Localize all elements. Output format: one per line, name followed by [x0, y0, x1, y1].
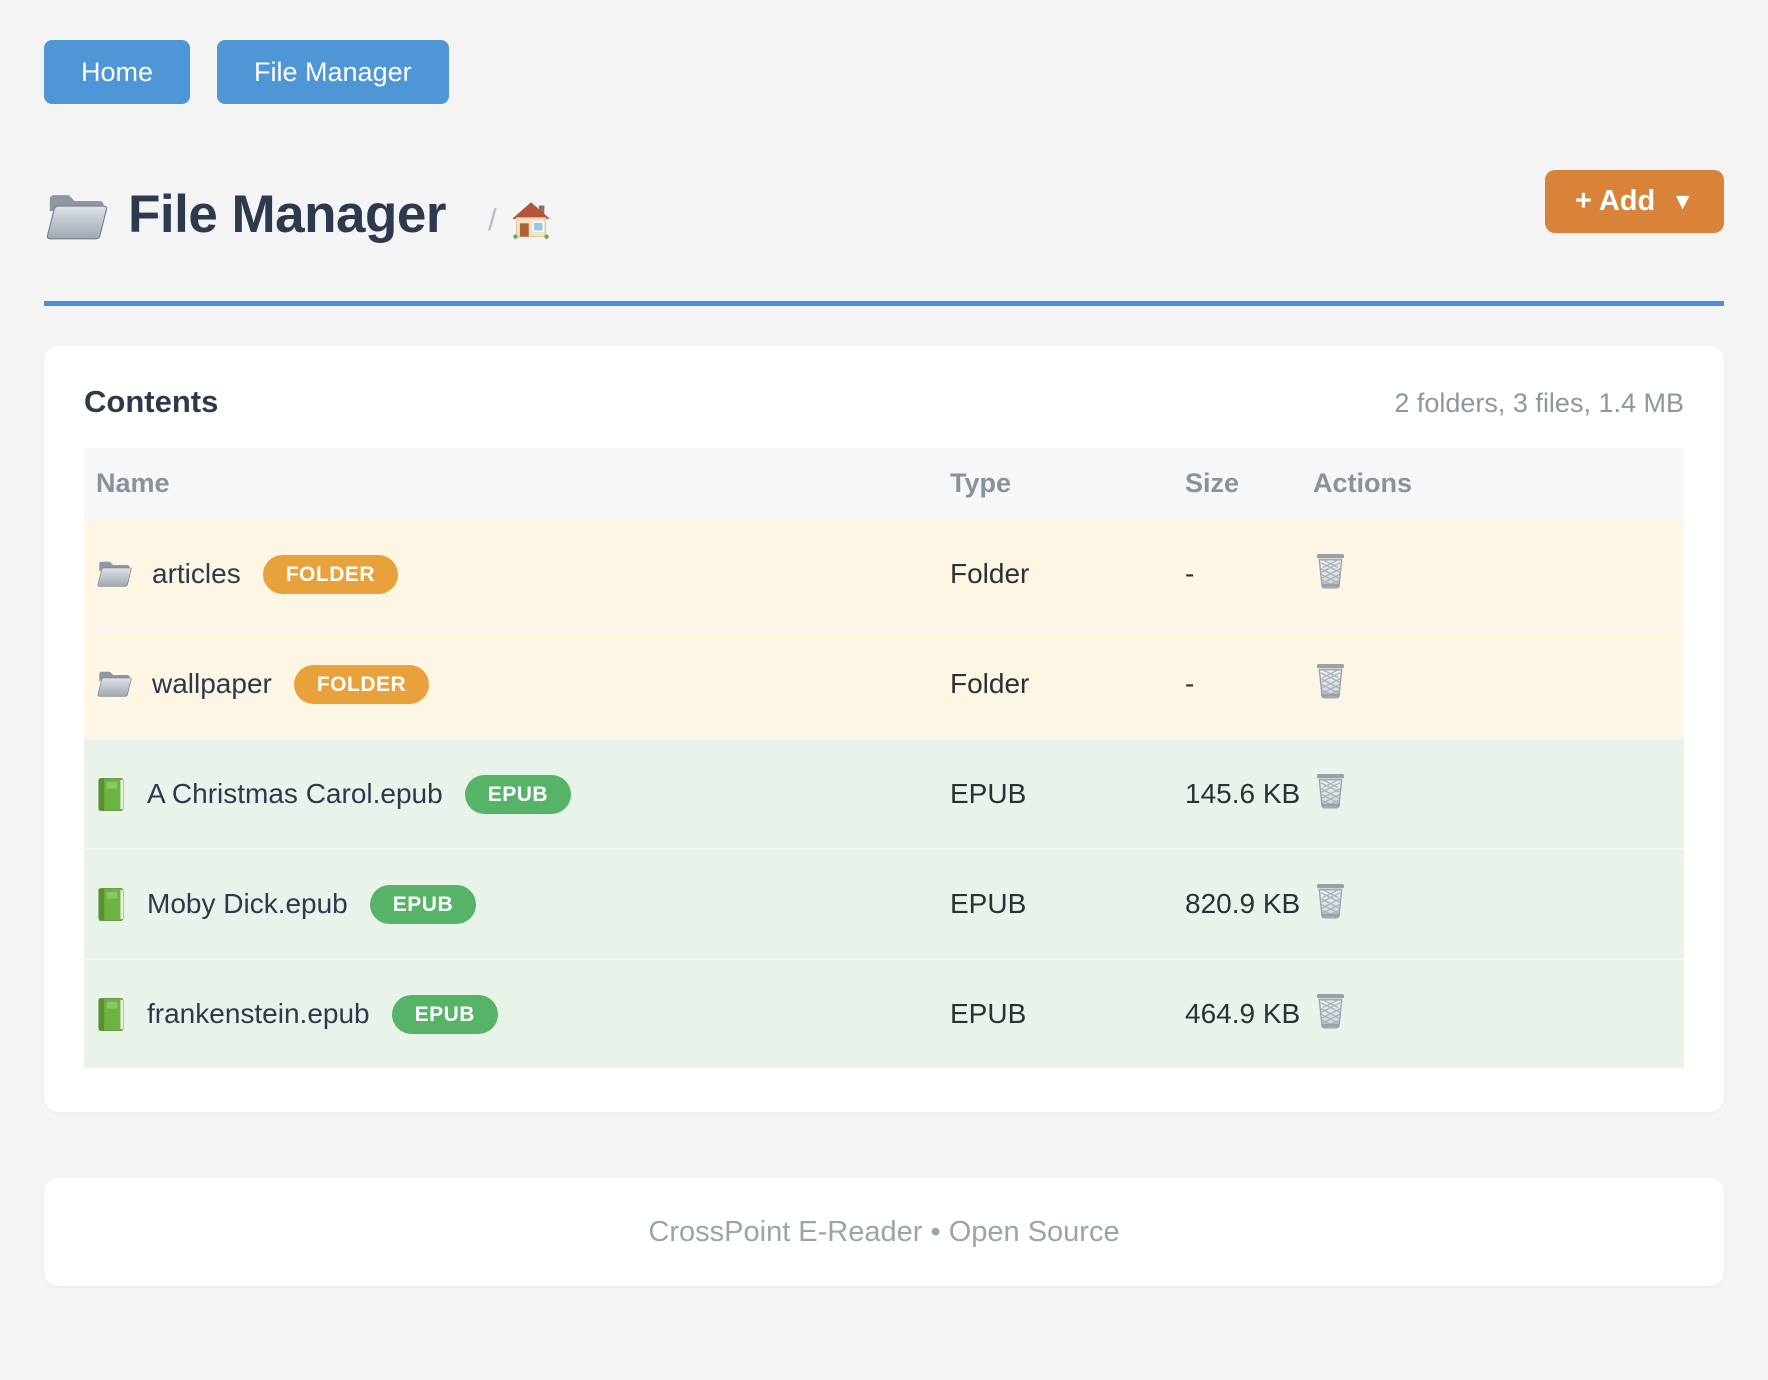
table-row[interactable]: articles FOLDER Folder - [84, 518, 1684, 628]
file-type: EPUB [950, 778, 1027, 809]
file-size: 820.9 KB [1185, 888, 1301, 919]
breadcrumb: / [488, 201, 551, 239]
epub-badge: EPUB [391, 994, 498, 1034]
page-header: File Manager / + Add ▼ [44, 170, 1724, 259]
file-name[interactable]: wallpaper [152, 668, 272, 699]
epub-badge: EPUB [464, 774, 572, 814]
footer: CrossPoint E-Reader • Open Source [44, 1178, 1724, 1286]
file-name[interactable]: frankenstein.epub [147, 998, 370, 1029]
table-header-row: Name Type Size Actions [84, 448, 1684, 518]
file-type: Folder [950, 668, 1030, 699]
file-size: - [1185, 668, 1195, 699]
green-book-icon [98, 777, 124, 811]
table-row[interactable]: Moby Dick.epub EPUB EPUB 820.9 KB [84, 848, 1684, 958]
file-size: 464.9 KB [1185, 998, 1301, 1029]
folder-icon [97, 561, 132, 587]
file-name[interactable]: A Christmas Carol.epub [147, 778, 443, 809]
trash-icon [1316, 993, 1345, 1029]
column-header-size: Size [1185, 467, 1240, 498]
chevron-down-icon: ▼ [1671, 188, 1694, 214]
file-type: EPUB [950, 888, 1027, 919]
file-type: Folder [950, 558, 1030, 589]
file-size: - [1185, 558, 1195, 589]
file-name[interactable]: articles [152, 558, 241, 589]
epub-badge: EPUB [369, 884, 477, 924]
contents-header: Contents 2 folders, 3 files, 1.4 MB [84, 384, 1684, 420]
file-manager-nav-button[interactable]: File Manager [217, 40, 449, 104]
top-nav: Home File Manager [44, 40, 1724, 104]
delete-button[interactable] [1313, 771, 1348, 810]
file-name[interactable]: Moby Dick.epub [147, 888, 348, 919]
title-divider [44, 301, 1724, 306]
add-button-label: + Add [1574, 185, 1656, 217]
table-row[interactable]: frankenstein.epub EPUB EPUB 464.9 KB [84, 958, 1684, 1068]
delete-button[interactable] [1313, 991, 1348, 1030]
column-header-actions: Actions [1313, 467, 1413, 498]
trash-icon [1316, 773, 1345, 809]
home-icon[interactable] [511, 201, 551, 239]
file-size: 145.6 KB [1185, 778, 1301, 809]
table-row[interactable]: wallpaper FOLDER Folder - [84, 628, 1684, 738]
trash-icon [1316, 883, 1345, 919]
green-book-icon [98, 887, 124, 921]
contents-summary: 2 folders, 3 files, 1.4 MB [1394, 388, 1684, 418]
home-nav-button[interactable]: Home [44, 40, 191, 104]
delete-button[interactable] [1313, 881, 1348, 920]
folder-badge: FOLDER [262, 554, 399, 594]
page-title-group: File Manager / [44, 184, 1545, 245]
delete-button[interactable] [1313, 661, 1348, 700]
table-row[interactable]: A Christmas Carol.epub EPUB EPUB 145.6 K… [84, 738, 1684, 848]
file-table: Name Type Size Actions articles FOLDER F… [84, 448, 1684, 1068]
column-header-name: Name [96, 467, 170, 498]
folder-badge: FOLDER [293, 664, 430, 704]
contents-card: Contents 2 folders, 3 files, 1.4 MB Name… [44, 346, 1724, 1112]
page: Home File Manager File Manager / [44, 40, 1724, 1286]
folder-icon [97, 671, 132, 697]
breadcrumb-separator: / [487, 201, 497, 237]
green-book-icon [98, 997, 124, 1031]
page-title: File Manager [128, 185, 446, 244]
trash-icon [1316, 663, 1345, 699]
column-header-type: Type [950, 467, 1012, 498]
delete-button[interactable] [1313, 551, 1348, 590]
folder-icon [46, 194, 108, 239]
trash-icon [1316, 553, 1345, 589]
add-button[interactable]: + Add ▼ [1544, 170, 1724, 233]
footer-text: CrossPoint E-Reader • Open Source [648, 1215, 1120, 1248]
contents-heading: Contents [84, 384, 219, 419]
file-type: EPUB [950, 998, 1027, 1029]
